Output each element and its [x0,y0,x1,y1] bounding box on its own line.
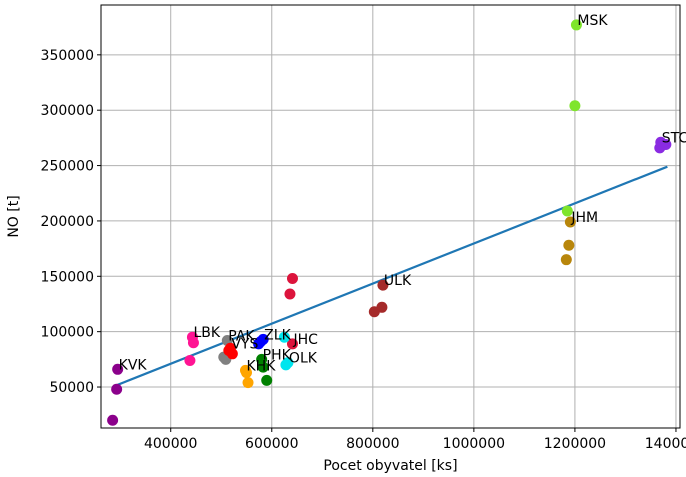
y-axis-label: NO [t] [6,195,22,237]
data-point [184,354,196,366]
x-tick-label: 800000 [346,436,399,452]
point-label: MSK [577,13,608,29]
data-point [368,306,380,318]
x-tick-label: 600000 [245,436,298,452]
point-label: OLK [289,351,318,367]
x-tick-label: 1400000 [645,436,686,452]
plot-frame [100,4,681,429]
point-label: LBK [193,325,220,341]
y-tick-label: 300000 [41,103,94,119]
x-tick-label: 400000 [144,436,197,452]
data-point [280,359,292,371]
data-point [257,333,269,345]
data-point [261,374,273,386]
point-label: VYS [231,336,258,352]
data-point [107,414,119,426]
x-axis-ticks: 400000 600000 800000 1000000 1200000 1400000 [144,428,686,452]
data-point [112,363,124,375]
x-tick-label: 1000000 [443,436,505,452]
point-label: JHM [570,210,598,226]
y-tick-label: 150000 [41,269,94,285]
data-point [660,139,672,151]
data-point [569,100,581,112]
data-point [241,367,253,379]
data-point [242,377,254,389]
point-label: PAK [228,329,255,345]
data-point [286,273,298,285]
y-tick-label: 50000 [49,380,94,396]
data-point [257,361,269,373]
x-axis-label: Pocet obyvatel [ks] [323,458,457,474]
x-tick-label: 1200000 [544,436,606,452]
y-tick-label: 350000 [41,48,94,64]
data-point [278,331,290,343]
point-label: PHK [263,347,292,363]
trend-line [117,165,668,386]
data-point [111,383,123,395]
point-label: ZLK [264,327,291,343]
data-point [561,205,573,217]
y-tick-label: 200000 [41,214,94,230]
point-label: KHK [246,358,276,374]
point-label: STC [662,130,686,146]
data-points [107,19,672,426]
data-point [377,279,389,291]
data-point [187,337,199,349]
y-tick-label: 100000 [41,325,94,341]
data-point [564,216,576,228]
point-label: JHC [292,332,318,348]
y-tick-label: 250000 [41,159,94,175]
data-point [286,338,298,350]
point-label: KVK [119,357,148,373]
y-axis-ticks: 50000 100000 150000 200000 250000 300000 35000… [41,48,101,396]
data-point [223,344,235,356]
point-label: ULK [384,273,412,289]
data-point [284,288,296,300]
data-point [560,254,572,266]
data-point [563,239,575,251]
data-point [570,19,582,31]
